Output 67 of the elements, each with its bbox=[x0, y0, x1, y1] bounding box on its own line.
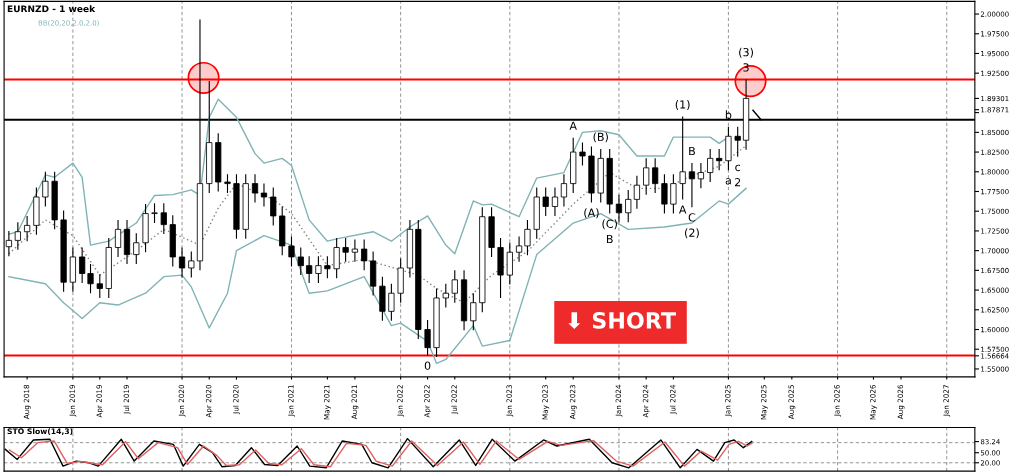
candlestick bbox=[42, 171, 49, 208]
candlestick bbox=[224, 173, 231, 194]
annotation: (1) bbox=[675, 100, 690, 110]
candlestick bbox=[615, 194, 623, 223]
candlestick bbox=[361, 239, 368, 271]
annotation: (A) bbox=[584, 208, 599, 219]
candlestick bbox=[652, 157, 659, 194]
annotation: B bbox=[689, 146, 695, 156]
candlestick bbox=[442, 283, 449, 308]
candlestick bbox=[734, 126, 741, 158]
candlestick bbox=[178, 246, 186, 279]
candlestick bbox=[270, 186, 277, 226]
candlestick bbox=[351, 239, 359, 263]
candlestick bbox=[579, 142, 586, 167]
candlestick bbox=[79, 246, 86, 284]
annotation: A bbox=[569, 121, 577, 130]
annotation: ⬇ SHORT bbox=[568, 312, 676, 330]
annotation: 0 bbox=[424, 361, 431, 370]
candlestick bbox=[560, 173, 568, 208]
candlestick bbox=[670, 173, 677, 215]
candlestick bbox=[707, 148, 714, 183]
annotation: B bbox=[606, 234, 613, 244]
candlestick bbox=[633, 175, 641, 210]
candlestick bbox=[87, 263, 94, 294]
candlestick bbox=[451, 269, 458, 304]
candlestick bbox=[114, 219, 122, 258]
candlestick bbox=[643, 157, 650, 196]
candlestick bbox=[324, 255, 331, 279]
candlestick bbox=[688, 162, 696, 208]
annotation: (3) bbox=[739, 47, 753, 58]
annotation: b bbox=[725, 110, 732, 119]
annotation: a bbox=[725, 178, 731, 185]
candlestick bbox=[424, 319, 431, 357]
candlestick bbox=[697, 162, 705, 189]
candlestick bbox=[133, 232, 140, 265]
chart-title: EURNZD - 1 week bbox=[7, 5, 96, 13]
candlestick bbox=[160, 202, 167, 235]
candlestick bbox=[14, 221, 21, 251]
candlestick bbox=[716, 148, 723, 171]
candlestick bbox=[24, 215, 31, 242]
annotation: (2) bbox=[685, 228, 699, 239]
candlestick bbox=[260, 183, 268, 208]
candlestick bbox=[470, 292, 477, 331]
candlestick bbox=[524, 219, 531, 256]
candlestick bbox=[342, 237, 349, 263]
annotation: (C) bbox=[602, 219, 617, 230]
candlestick bbox=[188, 250, 195, 279]
candlestick bbox=[96, 273, 103, 299]
candlestick bbox=[625, 189, 632, 223]
candlestick bbox=[306, 255, 313, 284]
candlestick bbox=[251, 173, 259, 204]
annotation: A bbox=[678, 205, 687, 214]
candlestick bbox=[542, 186, 549, 217]
candlestick bbox=[506, 242, 513, 286]
candlestick bbox=[151, 202, 158, 224]
candlestick bbox=[288, 235, 295, 267]
annotation: (B) bbox=[593, 132, 608, 143]
annotation: c bbox=[735, 164, 741, 172]
annotation: 2 bbox=[734, 178, 741, 187]
candlestick bbox=[388, 283, 395, 322]
candlestick bbox=[315, 255, 322, 284]
annotation: C bbox=[688, 213, 696, 222]
candlestick bbox=[551, 186, 559, 217]
candlestick bbox=[661, 173, 668, 215]
candlestick bbox=[515, 235, 523, 263]
candlestick bbox=[297, 246, 304, 276]
candlestick bbox=[333, 237, 340, 279]
